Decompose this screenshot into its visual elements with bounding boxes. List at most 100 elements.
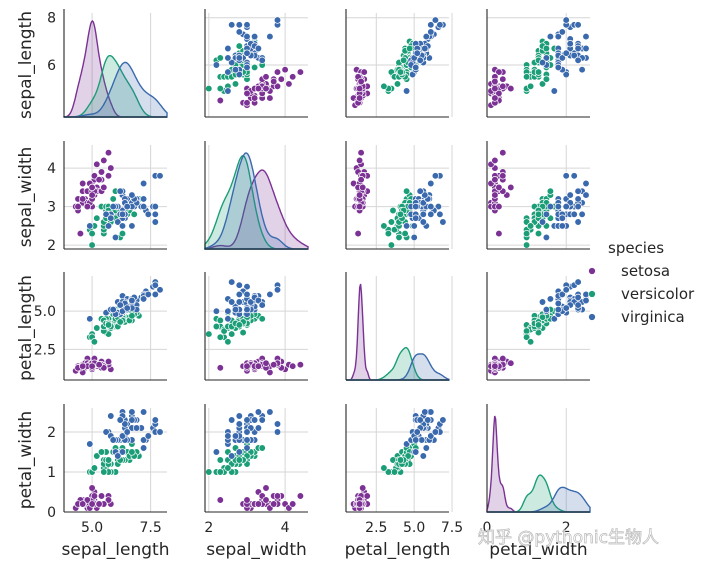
point-setosa (507, 359, 515, 367)
y-tick-label: 8 (47, 11, 56, 27)
point-virginica (562, 304, 570, 312)
point-setosa (495, 89, 503, 98)
point-virginica (118, 222, 127, 230)
y-tick-label: 2 (47, 425, 56, 441)
point-versicolor (93, 214, 101, 222)
point-virginica (558, 222, 566, 230)
point-versicolor (542, 44, 551, 53)
point-virginica (538, 298, 547, 306)
point-virginica (427, 432, 435, 440)
point-virginica (235, 298, 243, 306)
point-setosa (104, 149, 113, 157)
point-virginica (436, 210, 444, 218)
point-virginica (574, 21, 582, 29)
point-setosa (79, 195, 87, 203)
point-virginica (424, 416, 432, 424)
point-setosa (95, 361, 103, 369)
point-virginica (546, 295, 555, 303)
y-tick-label: 6 (47, 58, 56, 74)
point-virginica (421, 408, 429, 416)
point-setosa (90, 492, 99, 500)
point-versicolor (396, 210, 405, 218)
point-virginica (144, 432, 152, 440)
point-virginica (228, 452, 236, 460)
point-virginica (254, 296, 263, 305)
point-versicolor (526, 338, 535, 346)
point-setosa (491, 176, 499, 184)
point-virginica (402, 440, 411, 448)
point-virginica (151, 202, 159, 211)
point-virginica (550, 87, 558, 95)
point-versicolor (224, 338, 232, 346)
point-virginica (582, 296, 590, 305)
point-virginica (228, 21, 236, 29)
point-setosa (357, 149, 365, 157)
point-virginica (243, 21, 251, 29)
point-setosa (354, 229, 362, 238)
y-tick-label: 2 (47, 238, 56, 254)
point-setosa (355, 191, 364, 199)
point-virginica (258, 56, 266, 64)
point-virginica (416, 416, 424, 424)
point-virginica (116, 416, 124, 424)
point-virginica (104, 222, 113, 230)
x-tick-label: 7.5 (441, 520, 463, 536)
point-virginica (118, 432, 127, 440)
point-virginica (228, 298, 236, 306)
point-virginica (109, 436, 117, 444)
point-versicolor (399, 56, 408, 64)
point-virginica (542, 210, 551, 218)
point-versicolor (205, 330, 213, 338)
point-virginica (86, 440, 94, 448)
legend: species setosa versicolor virginica (588, 239, 695, 326)
point-virginica (574, 301, 582, 309)
point-virginica (266, 408, 274, 416)
point-virginica (139, 202, 148, 211)
point-versicolor (522, 327, 531, 335)
point-virginica (243, 63, 251, 72)
point-virginica (151, 281, 159, 289)
point-virginica (118, 448, 127, 456)
watermark-text: 知乎 @pythonic生物人 (478, 528, 659, 548)
point-virginica (554, 299, 562, 308)
point-virginica (235, 290, 243, 299)
point-setosa (95, 500, 103, 508)
point-virginica (574, 195, 582, 203)
point-virginica (574, 202, 582, 211)
point-versicolor (104, 456, 113, 464)
point-virginica (566, 40, 574, 48)
point-virginica (427, 179, 435, 188)
panel-sepal_width-vs-sepal_length: 2 3 4 sepal_width (16, 141, 167, 254)
x-tick-label: 5.0 (81, 520, 103, 536)
point-virginica (128, 408, 136, 416)
point-virginica (558, 214, 566, 222)
point-setosa (357, 77, 365, 86)
point-setosa (357, 176, 365, 184)
point-versicolor (235, 42, 243, 50)
point-virginica (550, 315, 558, 323)
point-setosa (296, 492, 305, 500)
point-virginica (156, 428, 164, 436)
point-virginica (439, 416, 447, 424)
point-virginica (228, 416, 236, 424)
point-virginica (114, 218, 122, 226)
point-virginica (123, 202, 131, 211)
point-setosa (262, 359, 270, 367)
y-axis-label: petal_length (16, 275, 36, 381)
point-setosa (507, 183, 515, 192)
point-virginica (231, 66, 240, 74)
point-setosa (491, 191, 499, 199)
point-virginica (422, 32, 430, 41)
panel-sepal_length-vs-sepal_width (204, 9, 308, 118)
point-virginica (436, 21, 444, 29)
point-virginica (235, 281, 243, 289)
point-virginica (114, 452, 122, 460)
point-setosa (74, 202, 82, 211)
panel-petal_length-vs-petal_length (345, 272, 453, 381)
point-virginica (558, 290, 566, 299)
x-tick-label: 5.0 (403, 520, 425, 536)
point-virginica (570, 51, 578, 60)
point-virginica (413, 428, 421, 436)
point-virginica (102, 210, 110, 218)
y-axis-label: sepal_length (16, 11, 36, 119)
